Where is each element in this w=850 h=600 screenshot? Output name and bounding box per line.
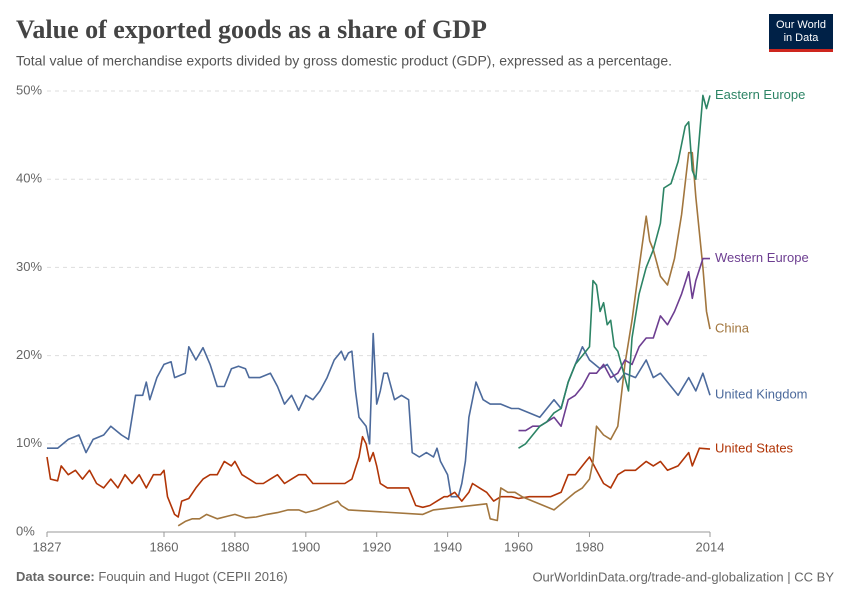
x-tick-label: 1860 [150, 539, 179, 554]
x-tick-label: 1900 [291, 539, 320, 554]
y-tick-label: 40% [16, 171, 42, 186]
x-tick-label: 1827 [33, 539, 62, 554]
series-line [46, 435, 711, 518]
chart-title: Value of exported goods as a share of GD… [16, 15, 487, 44]
series-label: China [715, 321, 750, 336]
x-tick-label: 1920 [362, 539, 391, 554]
series-label: Eastern Europe [715, 87, 805, 102]
y-tick-label: 30% [16, 259, 42, 274]
y-tick-label: 0% [16, 523, 35, 538]
x-tick-label: 1940 [433, 539, 462, 554]
y-tick-label: 50% [16, 82, 42, 97]
series-label: Western Europe [715, 250, 809, 265]
y-tick-label: 20% [16, 347, 42, 362]
logo[interactable]: Our World in Data [769, 14, 833, 52]
source-label: Data source: [16, 569, 95, 584]
logo-text: Our World [776, 19, 826, 31]
series-line [518, 94, 711, 449]
logo-bar [769, 49, 833, 52]
x-tick-label: 2014 [696, 539, 725, 554]
x-tick-label: 1960 [504, 539, 533, 554]
chart-subtitle: Total value of merchandise exports divid… [16, 53, 672, 69]
series-line [518, 257, 710, 432]
series-line [177, 151, 711, 527]
x-tick-label: 1980 [575, 539, 604, 554]
footer-url[interactable]: OurWorldinData.org/trade-and-globalizati… [532, 569, 834, 584]
series-label: United Kingdom [715, 387, 808, 402]
footer-source: Data source: Fouquin and Hugot (CEPII 20… [16, 569, 288, 584]
y-tick-label: 10% [16, 435, 42, 450]
logo-text: in Data [784, 32, 820, 44]
series-label: United States [715, 441, 794, 456]
logo-box [769, 14, 833, 52]
source: Fouquin and Hugot (CEPII 2016) [98, 569, 287, 584]
x-tick-label: 1880 [220, 539, 249, 554]
